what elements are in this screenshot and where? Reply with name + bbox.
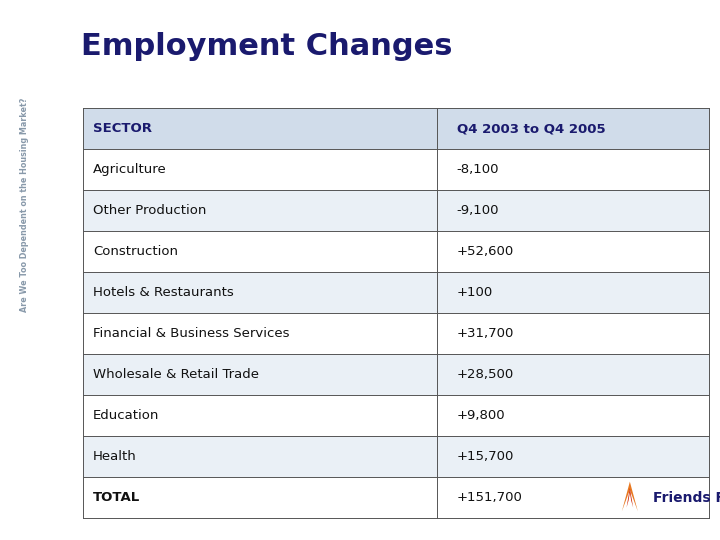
Text: +9,800: +9,800 [456,409,505,422]
Text: Friends First: Friends First [653,491,720,505]
Bar [437,272,709,313]
Text: -8,100: -8,100 [456,163,499,176]
Bar [437,190,709,231]
Text: Wholesale & Retail Trade: Wholesale & Retail Trade [93,368,258,381]
Text: +52,600: +52,600 [456,245,514,258]
Text: +28,500: +28,500 [456,368,514,381]
Text: Employment Changes: Employment Changes [81,32,452,62]
Bar [437,108,709,149]
Text: Hotels & Restaurants: Hotels & Restaurants [93,286,233,299]
Bar [437,354,709,395]
Text: Education: Education [93,409,159,422]
Polygon shape [622,482,638,511]
Bar [437,395,709,436]
Text: TOTAL: TOTAL [93,491,140,504]
Polygon shape [626,488,633,508]
Bar [437,149,709,190]
Bar [83,436,437,477]
Text: +15,700: +15,700 [456,450,514,463]
Bar [83,272,437,313]
Bar [83,354,437,395]
Bar [437,231,709,272]
Text: Other Production: Other Production [93,204,206,217]
Bar [83,149,437,190]
Bar [83,313,437,354]
Text: Financial & Business Services: Financial & Business Services [93,327,289,340]
Text: +151,700: +151,700 [456,491,523,504]
Bar [437,313,709,354]
Text: Are We Too Dependent on the Housing Market?: Are We Too Dependent on the Housing Mark… [19,98,29,312]
Bar [83,231,437,272]
Bar [83,190,437,231]
Text: Construction: Construction [93,245,178,258]
Bar [437,436,709,477]
Bar [83,395,437,436]
Bar [83,477,437,518]
Bar [437,477,709,518]
Text: Agriculture: Agriculture [93,163,166,176]
Text: -9,100: -9,100 [456,204,499,217]
Text: Q4 2003 to Q4 2005: Q4 2003 to Q4 2005 [456,122,606,135]
Bar [83,108,437,149]
Text: Health: Health [93,450,137,463]
Text: +100: +100 [456,286,493,299]
Text: SECTOR: SECTOR [93,122,152,135]
Text: +31,700: +31,700 [456,327,514,340]
